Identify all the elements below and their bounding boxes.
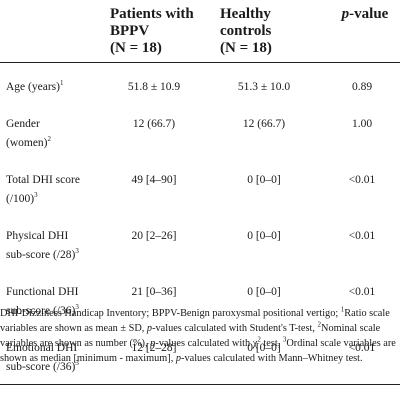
row-label-line2: sub-score (/36)	[6, 305, 76, 317]
footnote-part6: test,	[260, 338, 283, 349]
header-row: Patients with BPPV (N = 18) Healthy cont…	[0, 6, 400, 63]
cell-controls: 51.3 ± 10.0	[237, 81, 291, 93]
table-footnote: DHI-Dizziness Handicap Inventory; BPPV-B…	[0, 306, 400, 366]
footnote-part2: Ratio scale variables are shown as mean …	[0, 308, 390, 334]
header-controls-line3: (N = 18)	[220, 40, 272, 56]
row-label-sup2: 3	[34, 191, 38, 200]
header-patients-line2: BPPV	[110, 23, 150, 39]
footnote-part1: DHI-Dizziness Handicap Inventory; BPPV-B…	[0, 308, 341, 319]
row-label: Emotional DHI sub-score (/36)3	[0, 328, 110, 385]
footnote-part5: -values calculated with χ	[155, 338, 258, 349]
cell-patients: 12 [2–28]	[131, 342, 177, 354]
row-label-sup2: 3	[75, 247, 79, 256]
cell-patients: 21 [0–36]	[131, 286, 177, 298]
row-label-line1: Physical DHI	[6, 230, 69, 242]
cell-p-value: <0.01	[348, 174, 376, 186]
row-label-sup2: 3	[75, 359, 79, 368]
footnote-part8: -values calculated with Mann–Whitney tes…	[181, 353, 363, 364]
footnote-p2: p	[150, 338, 156, 349]
footnote-sup3: 3	[282, 335, 287, 344]
cell-patients: 12 (66.7)	[132, 118, 176, 130]
footnote-part3: -values calculated with Student's T-test…	[152, 323, 318, 334]
row-label: Gender (women)2	[0, 104, 110, 160]
row-label: Age (years)1	[0, 63, 110, 105]
row-label-line1: Gender	[6, 118, 40, 130]
header-patients: Patients with BPPV (N = 18)	[110, 6, 220, 63]
row-label-line2: (women)	[6, 137, 48, 149]
header-controls: Healthy controls (N = 18)	[220, 6, 330, 63]
row-label: Functional DHI sub-score (/36)3	[0, 272, 110, 328]
row-label-line1: Emotional DHI	[6, 342, 78, 354]
row-label-sup2: 3	[75, 303, 79, 312]
table-row: Functional DHI sub-score (/36)3 21 [0–36] 0…	[0, 272, 400, 328]
footnote-sup1: 1	[340, 305, 345, 314]
footnote-sup-chi: 2	[257, 335, 261, 344]
cell-p-value: <0.01	[348, 230, 376, 242]
row-label-line2: sub-score (/36)	[6, 361, 76, 373]
cell-p-value: 1.00	[351, 118, 373, 130]
row-label: Total DHI score (/100)3	[0, 160, 110, 216]
cell-controls: 12 (66.7)	[242, 118, 286, 130]
cell-patients: 20 [2–26]	[131, 230, 177, 242]
table-row: Gender (women)2 12 (66.7) 12 (66.7) 1.00	[0, 104, 400, 160]
cell-p-value: 0.89	[351, 81, 373, 93]
row-label-line2: sub-score (/28)	[6, 249, 76, 261]
header-controls-line2: controls	[220, 23, 272, 39]
footnote-sup2: 2	[317, 320, 322, 329]
row-label-sup2: 2	[47, 135, 52, 144]
footnote-part4: Nominal scale variables are shown as num…	[0, 323, 381, 349]
header-variable	[0, 6, 110, 63]
cell-controls: 0 [0–0]	[247, 174, 281, 186]
header-p-italic: p	[341, 6, 350, 22]
footnote-p1: p	[146, 323, 153, 334]
row-label-sup1: 1	[59, 79, 64, 88]
table-row: Total DHI score (/100)3 49 [4–90] 0 [0–0] <0…	[0, 160, 400, 216]
header-p-value: p-value	[330, 6, 400, 63]
row-label-line1: Total DHI score	[6, 174, 80, 186]
row-label-line1: Functional DHI	[6, 286, 79, 298]
cell-patients: 49 [4–90]	[131, 174, 177, 186]
header-p-rest: -value	[349, 6, 389, 22]
table-row: Physical DHI sub-score (/28)3 20 [2–26] 0 […	[0, 216, 400, 272]
table-row: Age (years)1 51.8 ± 10.9 51.3 ± 10.0 0.89	[0, 63, 400, 105]
footnote-part7: Ordinal scale variables are shown as med…	[0, 338, 396, 364]
table-row: Emotional DHI sub-score (/36)3 12 [2–28] 0 …	[0, 328, 400, 385]
header-patients-line3: (N = 18)	[110, 40, 162, 56]
cell-controls: 0 [0–0]	[247, 286, 281, 298]
cell-controls: 0 [0–0]	[247, 342, 281, 354]
results-table: Patients with BPPV (N = 18) Healthy cont…	[0, 6, 400, 385]
header-controls-line1: Healthy	[220, 6, 271, 22]
row-label-line1: Age (years)	[6, 81, 60, 93]
cell-p-value: <0.01	[348, 342, 376, 354]
cell-controls: 0 [0–0]	[247, 230, 281, 242]
footnote-p3: p	[175, 353, 182, 364]
header-patients-line1: Patients with	[110, 6, 194, 22]
row-label: Physical DHI sub-score (/28)3	[0, 216, 110, 272]
cell-patients: 51.8 ± 10.9	[127, 81, 181, 93]
row-label-line2: (/100)	[6, 193, 35, 205]
cell-p-value: <0.01	[348, 286, 376, 298]
